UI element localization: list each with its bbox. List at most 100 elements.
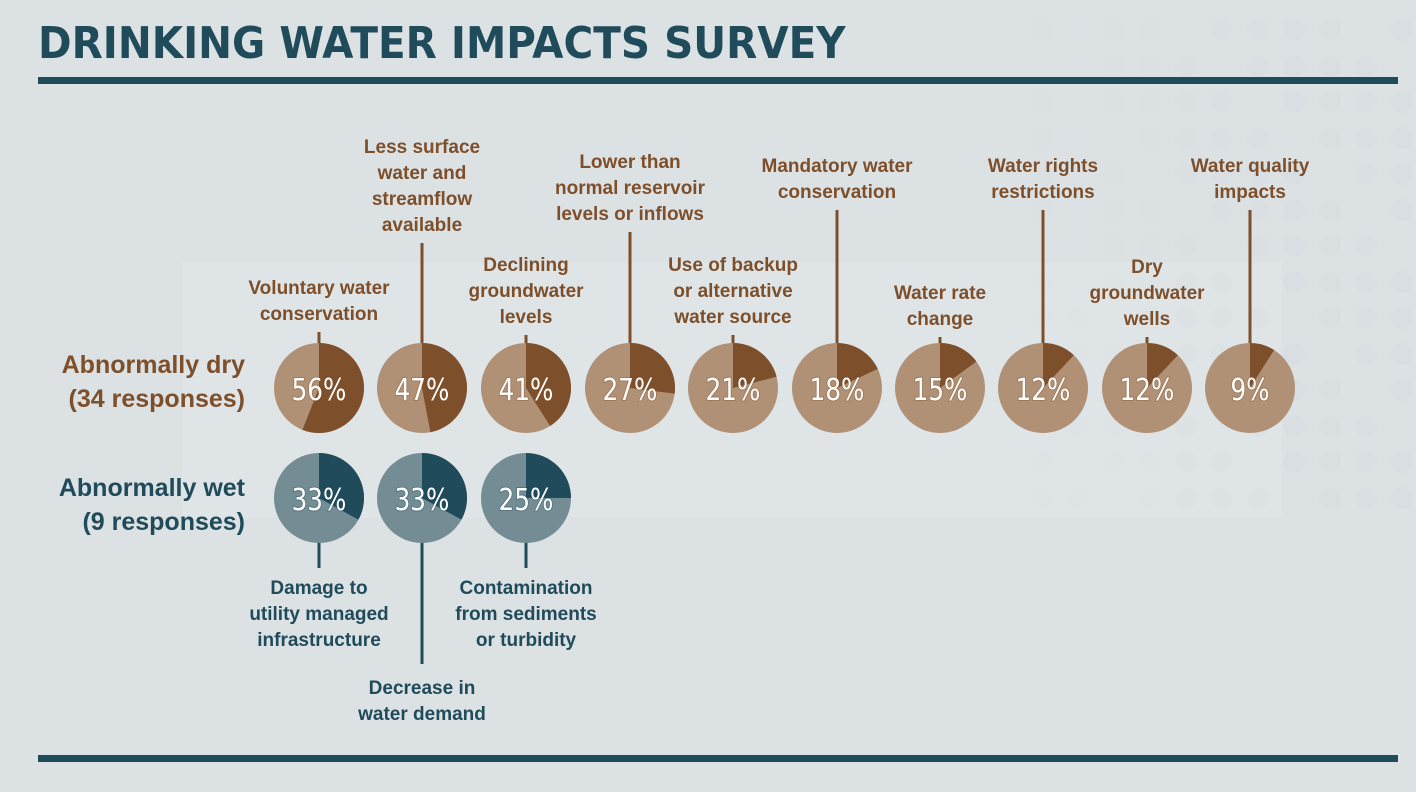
row-label-wet-name: Abnormally wet <box>58 474 245 502</box>
decorative-dot <box>1319 307 1341 329</box>
percentage-label: 21% <box>706 374 761 408</box>
category-label: conservation <box>778 182 896 203</box>
decorative-dot <box>1283 163 1305 185</box>
category-label: groundwater <box>1089 283 1205 304</box>
decorative-dot <box>1247 163 1269 185</box>
decorative-dot <box>1103 451 1125 473</box>
percentage-label: 15% <box>913 374 968 408</box>
decorative-dot <box>1211 307 1233 329</box>
decorative-dot <box>1319 199 1341 221</box>
category-label: or turbidity <box>476 630 577 651</box>
decorative-dot <box>1067 487 1089 509</box>
wet-pie-item: Damage to utility managed infrastructure 33… <box>249 453 389 651</box>
category-label: Dry <box>1131 257 1163 278</box>
decorative-dot <box>1319 235 1341 257</box>
pie-value-slice <box>940 343 977 388</box>
decorative-dot <box>1139 127 1161 149</box>
decorative-dot <box>1355 55 1377 77</box>
decorative-dot <box>1319 127 1341 149</box>
percentage-label: 56% <box>292 374 347 408</box>
decorative-dot <box>1391 127 1413 149</box>
decorative-dot <box>1355 235 1377 257</box>
decorative-dot <box>1391 451 1413 473</box>
dry-pie-item: Mandatory water conservation 18% <box>762 156 914 433</box>
decorative-dot <box>1175 235 1197 257</box>
category-label: Voluntary water <box>248 278 390 299</box>
decorative-dot <box>1103 91 1125 113</box>
decorative-dot <box>1319 415 1341 437</box>
pie-value-slice <box>1147 343 1178 388</box>
pie-value-slice <box>422 343 467 433</box>
category-label: Use of backup <box>668 255 798 276</box>
decorative-dot <box>1391 19 1413 41</box>
decorative-dot <box>1139 199 1161 221</box>
decorative-dot <box>1319 55 1341 77</box>
category-label: Water quality <box>1191 156 1310 177</box>
decorative-dot <box>1355 91 1377 113</box>
decorative-dot <box>1355 415 1377 437</box>
category-label: change <box>907 309 974 330</box>
category-label: or alternative <box>673 281 792 302</box>
row-label-dry-responses: (34 responses) <box>68 385 245 413</box>
decorative-dot <box>1175 55 1197 77</box>
category-label: Decrease in <box>369 678 476 699</box>
row-label-dry: Abnormally dry (34 responses) <box>5 348 245 416</box>
decorative-dot <box>1139 487 1161 509</box>
category-label: water and <box>377 163 467 184</box>
percentage-label: 9% <box>1230 374 1269 408</box>
category-label: levels <box>500 307 553 328</box>
percentage-label: 25% <box>499 484 554 518</box>
category-label: conservation <box>260 304 378 325</box>
decorative-dot <box>1283 199 1305 221</box>
decorative-dot <box>1139 91 1161 113</box>
bottom-divider <box>38 755 1398 762</box>
decorative-dot <box>1175 451 1197 473</box>
category-label: Declining <box>483 255 569 276</box>
pie-value-slice <box>302 343 364 434</box>
category-label: restrictions <box>991 182 1094 203</box>
decorative-dot <box>1283 235 1305 257</box>
decorative-dot <box>1283 451 1305 473</box>
percentage-label: 18% <box>810 374 865 408</box>
pie-value-slice <box>733 343 777 388</box>
decorative-dot <box>1139 307 1161 329</box>
category-label: Contamination <box>460 578 593 599</box>
decorative-dot <box>1067 127 1089 149</box>
decorative-dot <box>1391 307 1413 329</box>
category-label: impacts <box>1214 182 1286 203</box>
category-label: Mandatory water <box>762 156 914 177</box>
decorative-dot <box>1247 487 1269 509</box>
decorative-dot <box>1355 307 1377 329</box>
pie-value-slice <box>319 453 364 520</box>
decorative-dot <box>1175 163 1197 185</box>
decorative-dot <box>1319 91 1341 113</box>
decorative-dot <box>1067 235 1089 257</box>
category-label: Less surface <box>364 137 480 158</box>
page-title: DRINKING WATER IMPACTS SURVEY <box>38 18 846 69</box>
dry-pie-item: Water quality impacts 9% <box>1191 156 1310 433</box>
dry-pie-item: Water rights restrictions 12% <box>988 156 1098 433</box>
decorative-dot <box>1211 91 1233 113</box>
pie-value-slice <box>526 453 571 498</box>
decorative-dot <box>1247 307 1269 329</box>
decorative-dot <box>1283 91 1305 113</box>
row-label-dry-name: Abnormally dry <box>61 351 245 379</box>
decorative-dot <box>1067 307 1089 329</box>
percentage-label: 12% <box>1120 374 1175 408</box>
decorative-dot <box>1103 19 1125 41</box>
decorative-dot <box>1283 343 1305 365</box>
decorative-dot <box>1175 307 1197 329</box>
decorative-dot <box>1319 19 1341 41</box>
pie-value-slice <box>422 453 467 520</box>
decorative-dot <box>1283 55 1305 77</box>
decorative-dot <box>1247 235 1269 257</box>
category-label: utility managed <box>249 604 388 625</box>
decorative-dot <box>1103 271 1125 293</box>
percentage-label: 41% <box>499 374 554 408</box>
decorative-dot <box>1211 19 1233 41</box>
dry-pie-item: Water rate change 15% <box>894 283 986 433</box>
category-label: Water rights <box>988 156 1098 177</box>
decorative-dot <box>1247 55 1269 77</box>
category-label: streamflow <box>372 189 473 210</box>
decorative-dot <box>1355 271 1377 293</box>
